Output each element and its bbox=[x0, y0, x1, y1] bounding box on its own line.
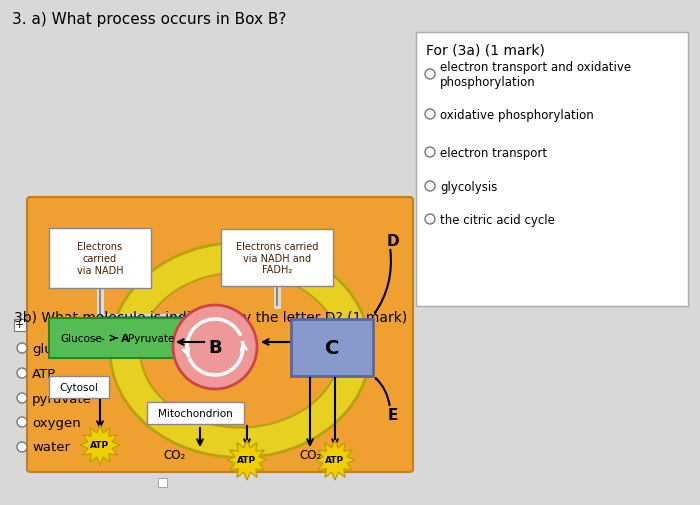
Text: Cytosol: Cytosol bbox=[60, 382, 99, 392]
Text: Glucose: Glucose bbox=[60, 333, 102, 343]
Text: ATP: ATP bbox=[237, 456, 257, 465]
Circle shape bbox=[425, 70, 435, 80]
Polygon shape bbox=[315, 440, 355, 480]
Circle shape bbox=[425, 110, 435, 120]
Circle shape bbox=[425, 182, 435, 191]
Text: A: A bbox=[120, 333, 130, 343]
Circle shape bbox=[425, 215, 435, 225]
Text: CO₂: CO₂ bbox=[299, 448, 321, 462]
Text: E: E bbox=[388, 408, 398, 423]
FancyBboxPatch shape bbox=[49, 376, 109, 398]
Text: 3b) What molecule is indicated by the letter D? (1 mark): 3b) What molecule is indicated by the le… bbox=[14, 311, 407, 324]
Text: C: C bbox=[325, 338, 340, 358]
Text: 3. a) What process occurs in Box B?: 3. a) What process occurs in Box B? bbox=[12, 12, 286, 27]
FancyArrowPatch shape bbox=[376, 379, 390, 406]
Text: glycolysis: glycolysis bbox=[440, 180, 498, 193]
FancyBboxPatch shape bbox=[291, 319, 373, 376]
Text: +: + bbox=[15, 320, 24, 330]
Circle shape bbox=[17, 442, 27, 452]
FancyBboxPatch shape bbox=[27, 197, 413, 472]
Text: glucose: glucose bbox=[32, 342, 83, 355]
Circle shape bbox=[173, 306, 257, 389]
Text: Pyruvate: Pyruvate bbox=[128, 333, 174, 343]
Text: B: B bbox=[208, 338, 222, 357]
FancyBboxPatch shape bbox=[49, 229, 151, 288]
Text: Mitochondrion: Mitochondrion bbox=[158, 408, 232, 418]
FancyBboxPatch shape bbox=[416, 33, 688, 307]
Ellipse shape bbox=[140, 273, 340, 428]
FancyBboxPatch shape bbox=[13, 319, 25, 331]
Circle shape bbox=[17, 368, 27, 378]
Circle shape bbox=[17, 343, 27, 354]
Circle shape bbox=[425, 147, 435, 158]
Polygon shape bbox=[227, 440, 267, 480]
Text: ATP: ATP bbox=[326, 456, 344, 465]
Text: oxidative phosphorylation: oxidative phosphorylation bbox=[440, 108, 594, 121]
FancyBboxPatch shape bbox=[221, 230, 333, 286]
Text: D: D bbox=[386, 233, 399, 248]
Text: ATP: ATP bbox=[32, 367, 56, 380]
Text: pyruvate: pyruvate bbox=[32, 392, 92, 405]
Text: Electrons carried
via NADH and
FADH₂: Electrons carried via NADH and FADH₂ bbox=[236, 241, 318, 275]
FancyArrowPatch shape bbox=[375, 250, 391, 313]
Text: electron transport: electron transport bbox=[440, 146, 547, 159]
Text: CO₂: CO₂ bbox=[164, 448, 186, 462]
Text: For (3a) (1 mark): For (3a) (1 mark) bbox=[426, 43, 545, 57]
Text: ATP: ATP bbox=[90, 441, 110, 449]
Ellipse shape bbox=[110, 243, 370, 458]
Polygon shape bbox=[80, 425, 120, 465]
Text: Electrons
carried
via NADH: Electrons carried via NADH bbox=[77, 242, 123, 275]
Circle shape bbox=[17, 417, 27, 427]
Text: water: water bbox=[32, 441, 70, 453]
FancyBboxPatch shape bbox=[158, 478, 167, 487]
FancyBboxPatch shape bbox=[147, 402, 244, 424]
Text: electron transport and oxidative
phosphorylation: electron transport and oxidative phospho… bbox=[440, 61, 631, 89]
Text: the citric acid cycle: the citric acid cycle bbox=[440, 213, 555, 226]
FancyBboxPatch shape bbox=[49, 318, 206, 358]
Circle shape bbox=[17, 393, 27, 403]
Text: oxygen: oxygen bbox=[32, 416, 80, 429]
